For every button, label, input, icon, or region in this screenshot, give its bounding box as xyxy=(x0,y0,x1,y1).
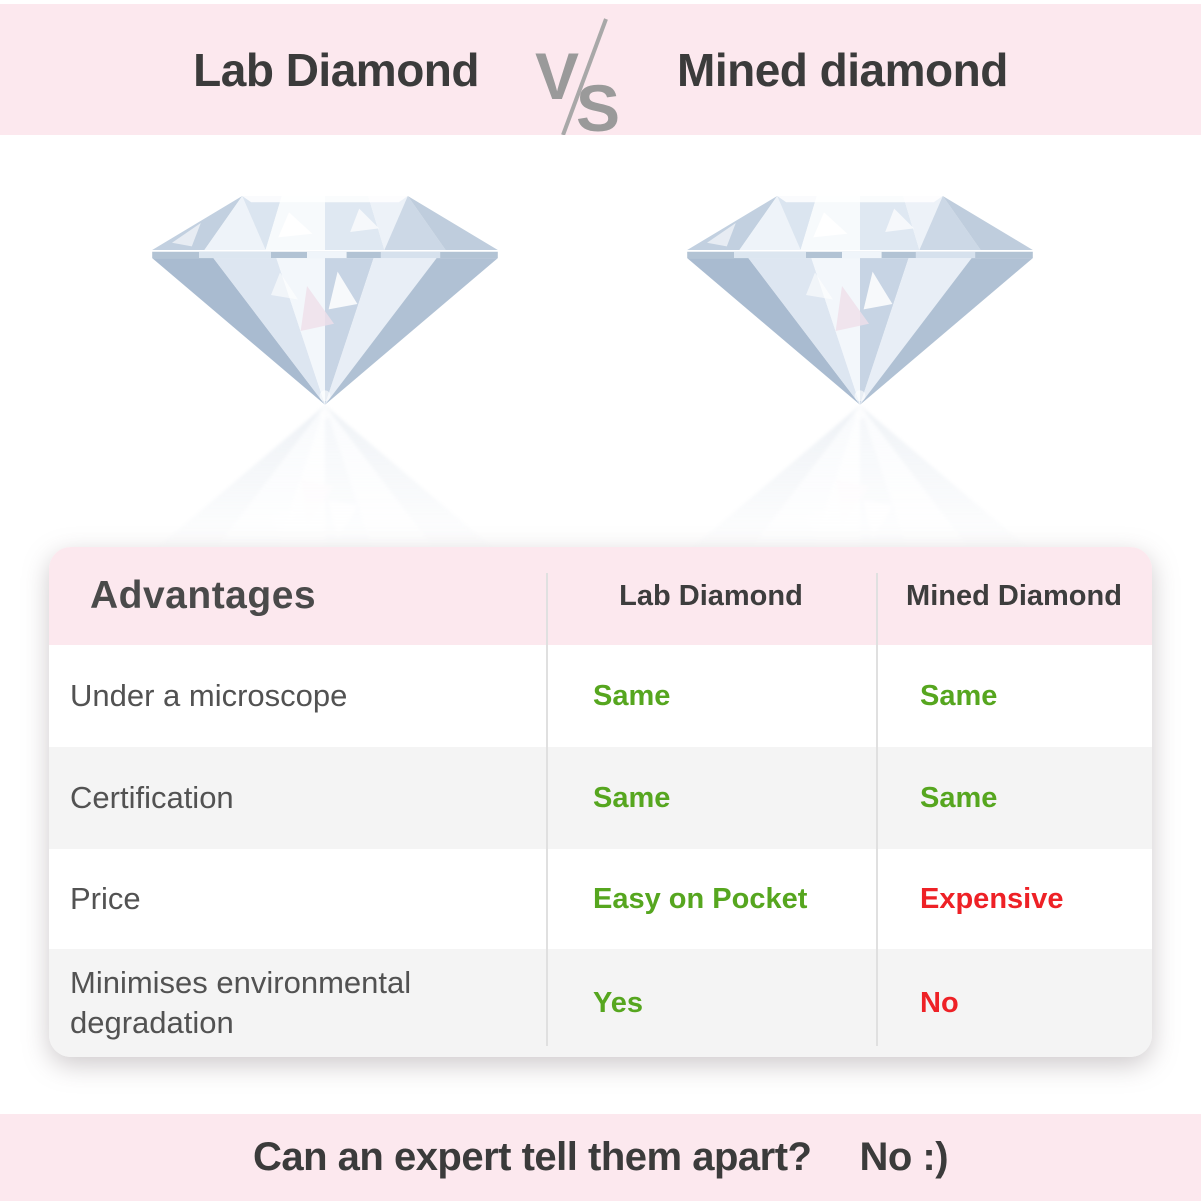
svg-text:V: V xyxy=(535,39,579,113)
row-label: Minimises environmental degradation xyxy=(70,964,412,1040)
advantages-header: Advantages xyxy=(90,574,317,617)
diamond-images-section xyxy=(0,135,1201,614)
column-divider xyxy=(546,573,548,1046)
row-label: Price xyxy=(70,880,141,916)
top-banner: Lab Diamond V S Mined diamond xyxy=(0,4,1201,137)
lab-value: Easy on Pocket xyxy=(593,882,808,915)
diamond-illustration xyxy=(687,196,1033,405)
lab-value: Same xyxy=(593,679,671,712)
lab-diamond-title: Lab Diamond xyxy=(193,43,479,96)
footer-question: Can an expert tell them apart? xyxy=(252,1135,812,1179)
table-header-row: Advantages Lab Diamond Mined Diamond xyxy=(49,547,1152,645)
mined-value: Same xyxy=(920,679,998,712)
lab-value: Same xyxy=(593,781,671,814)
column-divider xyxy=(876,573,878,1046)
mined-value: Same xyxy=(920,781,998,814)
footer-answer: No :) xyxy=(859,1135,949,1179)
lab-value: Yes xyxy=(593,986,643,1019)
mined-value: Expensive xyxy=(920,882,1064,915)
row-label: Certification xyxy=(70,779,234,815)
vs-icon: V S xyxy=(535,17,620,137)
table-row: Minimises environmental degradation Yes … xyxy=(49,949,1152,1057)
table-row: Under a microscope Same Same xyxy=(49,645,1152,747)
svg-text:S: S xyxy=(576,71,620,137)
spacer xyxy=(0,1057,1201,1114)
mined-value: No xyxy=(920,986,959,1019)
mined-diamond-column-header: Mined Diamond xyxy=(906,579,1122,612)
mined-diamond-title: Mined diamond xyxy=(677,43,1008,96)
table-row: Price Easy on Pocket Expensive xyxy=(49,849,1152,949)
footer-banner: Can an expert tell them apart? No :) xyxy=(0,1114,1201,1201)
table-row: Certification Same Same xyxy=(49,747,1152,849)
diamond-illustration xyxy=(152,196,498,405)
lab-diamond-column-header: Lab Diamond xyxy=(619,579,803,612)
comparison-table: Advantages Lab Diamond Mined Diamond Und… xyxy=(49,547,1152,1057)
row-label: Under a microscope xyxy=(70,677,348,713)
